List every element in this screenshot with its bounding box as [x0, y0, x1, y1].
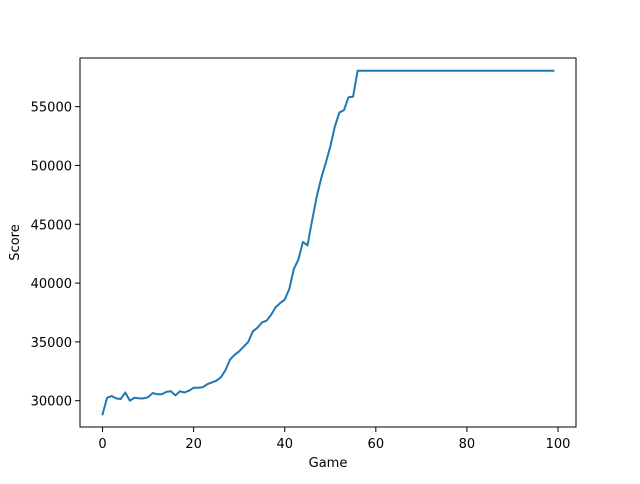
x-tick-label: 60: [368, 437, 385, 452]
x-tick-label: 20: [185, 437, 202, 452]
x-tick-label: 40: [276, 437, 293, 452]
series-line: [101, 69, 555, 416]
plot-frame: [79, 57, 577, 428]
x-tick-label: 80: [459, 437, 476, 452]
y-axis-label: Score: [8, 224, 23, 260]
plot-background: [80, 58, 576, 427]
x-tick-label: 0: [98, 437, 106, 452]
y-tick-label: 40000: [31, 277, 72, 292]
y-tick-label: 30000: [31, 395, 72, 410]
y-tick-label: 35000: [31, 336, 72, 351]
y-tick-label: 50000: [31, 159, 72, 174]
x-axis-ticks: 0 20 40 60 80 100: [98, 427, 570, 452]
x-axis-label: Game: [309, 456, 348, 471]
y-axis-ticks: 30000 35000 40000 45000 50000 55000: [31, 101, 80, 410]
y-tick-label: 55000: [31, 101, 72, 116]
x-tick-label: 100: [546, 437, 571, 452]
y-tick-label: 45000: [31, 218, 72, 233]
